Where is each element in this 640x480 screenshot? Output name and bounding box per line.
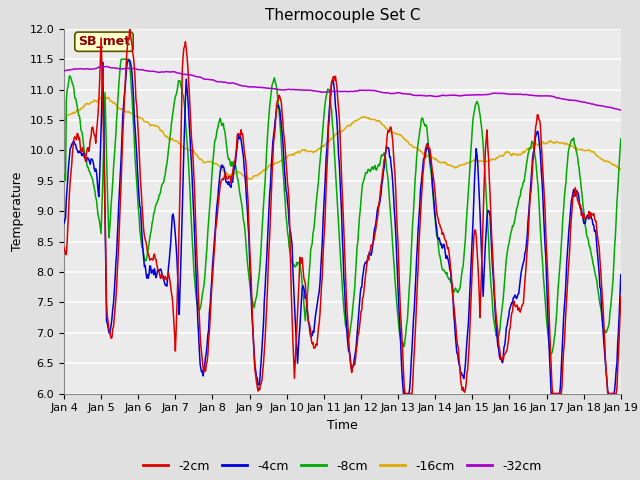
Y-axis label: Temperature: Temperature <box>11 171 24 251</box>
Text: SB_met: SB_met <box>78 35 130 48</box>
Legend: -2cm, -4cm, -8cm, -16cm, -32cm: -2cm, -4cm, -8cm, -16cm, -32cm <box>138 455 547 478</box>
Title: Thermocouple Set C: Thermocouple Set C <box>265 9 420 24</box>
X-axis label: Time: Time <box>327 419 358 432</box>
